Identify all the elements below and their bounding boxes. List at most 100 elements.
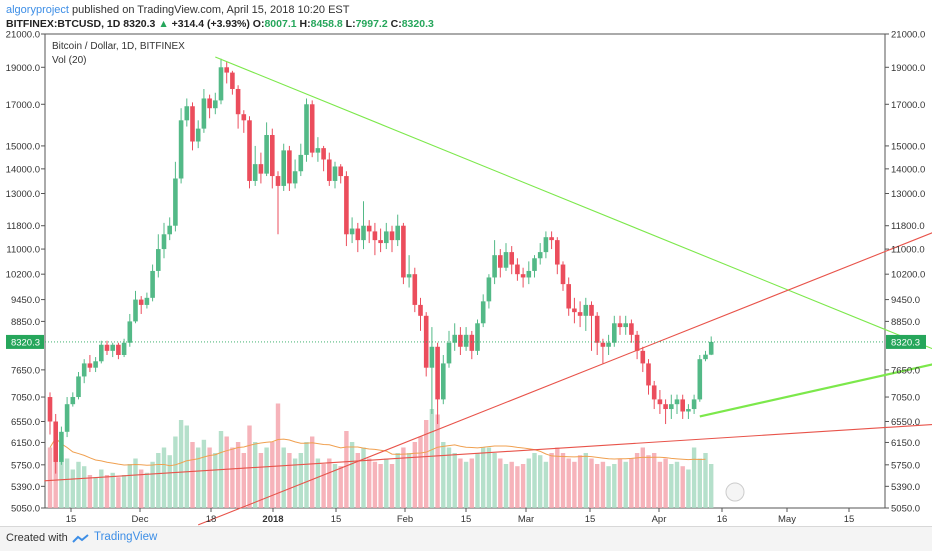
candle-body [566,284,571,309]
y-tick-label-left: 11000.0 [6,245,40,256]
y-tick-label-left: 13000.0 [6,189,40,200]
plot-frame [44,33,886,509]
tradingview-brand-link[interactable]: TradingView [94,531,158,543]
volume-bar [184,425,189,508]
y-tick-label-right: 17000.0 [891,100,925,111]
y-tick-label-right: 8320.3 [891,337,920,348]
candle-body [349,228,355,235]
candle-body [498,255,503,268]
volume-bar [258,453,264,508]
candle-body [47,397,53,422]
volume-bar [515,466,520,508]
volume-bar [367,458,372,508]
volume-bar [144,472,150,508]
candle-body [589,304,594,316]
candle-body [640,350,646,364]
footer-bar: Created with TradingView [0,526,932,551]
volume-bar [543,461,549,508]
volume-bar [139,469,144,508]
volume-bar [463,461,469,508]
candle-body [401,225,406,278]
candle-body [606,342,611,347]
author-link[interactable]: algoryproject [6,4,69,16]
candle-body [509,252,514,265]
candle-body [623,323,628,328]
volume-bar [104,475,110,508]
close-label: C: [390,18,402,30]
candle-body [298,154,304,172]
candle-body [526,270,532,278]
volume-bar [549,453,554,508]
axes: 21000.0 21000.0 19000.0 19000.0 17000.0 17000… [6,30,926,525]
x-tick-label: 15 [461,514,472,525]
symbol-label: BITFINEX:BTCUSD, 1D [6,18,121,30]
y-tick-label-right: 5750.0 [891,460,920,471]
volume-bar [532,453,537,508]
y-tick-label-left: 5050.0 [11,504,40,515]
y-tick-label-right: 9450.0 [891,295,920,306]
candle-body [469,334,475,351]
volume-bar [657,461,663,508]
candle-body [669,404,674,410]
x-tick-label: 15 [585,514,596,525]
y-tick-label-right: 8850.0 [891,317,920,328]
candle-body [549,237,554,241]
close-value: 8320.3 [401,18,434,30]
volume-bar [167,455,172,508]
volume-bar [606,466,611,508]
last-price-tag [6,334,44,349]
candle-body [486,277,492,302]
candle-body [418,304,423,316]
candle-body [309,104,315,153]
volume-bar [355,453,360,508]
volume-bar [99,469,104,508]
candle-body [344,176,349,235]
candle-body [594,315,600,343]
volume-bar [441,442,446,508]
volume-bar [446,447,452,508]
y-tick-label-left: 10200.0 [6,270,40,281]
candle-body [384,231,389,244]
candle-body [389,231,395,241]
candle-body [583,304,589,316]
trendline-red [44,423,932,482]
y-tick-label-left: 5750.0 [11,460,40,471]
candle-body [435,346,440,400]
volume-bar [481,447,486,508]
y-tick-label-left: 7050.0 [11,393,40,404]
last-price: 8320.3 [123,18,156,30]
chart-area[interactable]: 21000.0 21000.0 19000.0 19000.0 17000.0 17000… [0,30,932,526]
candle-body [53,421,58,462]
candle-body [144,297,150,305]
candle-body [480,301,486,324]
candle-body [235,88,241,115]
x-tick-label: 2018 [262,514,283,525]
published-text: published on TradingView.com, April 15, … [72,4,350,16]
legend-title: Bitcoin / Dollar, 1D, BITFINEX [52,41,185,52]
candle-body [629,323,634,335]
candle-body [64,404,70,432]
volume-bar [224,436,229,508]
volume-bar [235,442,241,508]
candle-body [201,98,207,129]
volume-bar [230,447,235,508]
volume-bar [623,461,628,508]
candle-body [703,354,708,360]
candle-body [81,363,87,377]
price-chart[interactable]: 21000.0 21000.0 19000.0 19000.0 17000.0 17000… [0,30,932,526]
volume-bar [378,464,383,508]
candle-body [674,399,680,405]
tradingview-logo-icon [72,534,89,543]
candle-body [287,150,292,184]
y-tick-label-right: 11800.0 [891,221,925,232]
volume-bar [161,447,167,508]
volume-bar [133,458,138,508]
volume-bar [82,466,87,508]
volume-bar [275,403,281,508]
candle-body [99,344,104,362]
volume-bar [646,455,651,508]
candle-body [429,346,435,368]
last-price-tag [886,334,926,349]
high-label: H: [299,18,311,30]
low-label: L: [345,18,356,30]
